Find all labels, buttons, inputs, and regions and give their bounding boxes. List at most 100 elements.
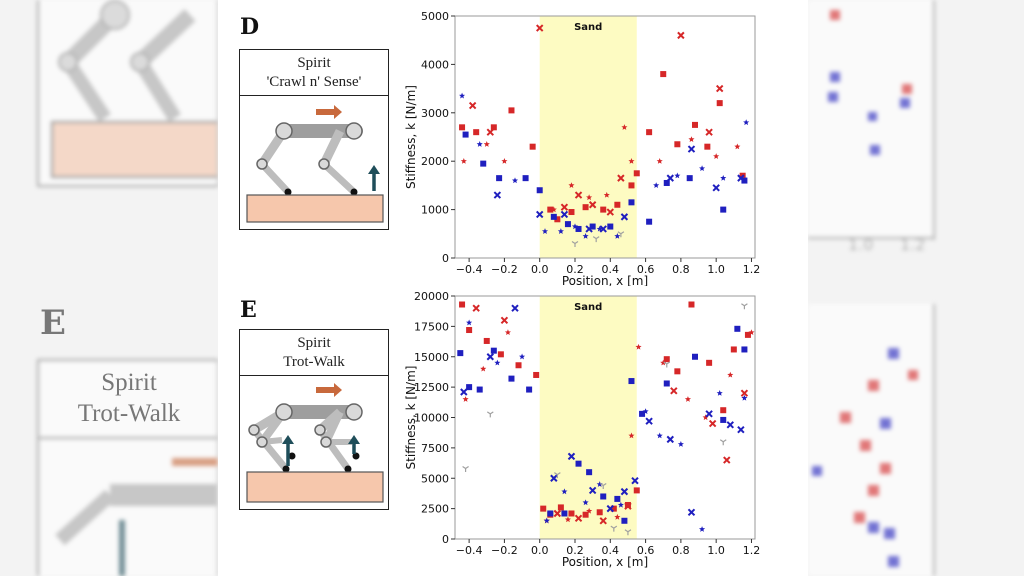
point-4-3 (585, 225, 593, 233)
point-4-8 (712, 184, 720, 192)
point-5-3 (541, 228, 549, 234)
point-6-5 (624, 529, 632, 536)
point-4-12 (705, 410, 713, 418)
point-4-7 (687, 145, 696, 153)
sand-region (539, 16, 637, 258)
point-2-2 (501, 158, 508, 164)
point-5-1 (476, 141, 483, 147)
point-0-4 (529, 143, 536, 150)
series-gray-tri (571, 231, 625, 247)
point-1-2 (535, 24, 544, 32)
point-2-7 (628, 432, 635, 439)
point-4-14 (737, 425, 745, 434)
svg-text:1.2: 1.2 (900, 235, 925, 254)
point-6-4 (610, 525, 618, 532)
point-5-9 (656, 432, 663, 439)
point-5-12 (716, 390, 723, 396)
point-0-8 (557, 504, 564, 511)
point-2-1 (480, 365, 487, 372)
x-tick-label-4: 0.4 (602, 544, 620, 557)
point-1-4 (599, 517, 607, 525)
point-3-6 (547, 510, 554, 517)
background-left-blurred: E Spirit Trot-Walk (0, 0, 218, 576)
x-tick-label-5: 0.6 (637, 544, 655, 557)
point-0-17 (688, 301, 695, 308)
point-0-13 (646, 129, 653, 136)
point-3-2 (476, 386, 483, 393)
point-2-1 (483, 141, 490, 147)
x-tick-label-5: 0.6 (637, 263, 655, 276)
point-6-6 (663, 361, 671, 368)
point-3-16 (692, 353, 698, 360)
y-tick-label-8: 20000 (414, 290, 449, 303)
point-0-9 (568, 510, 575, 517)
point-0-17 (704, 143, 711, 150)
point-3-10 (628, 199, 635, 206)
point-3-19 (741, 346, 748, 353)
point-3-5 (550, 213, 557, 220)
point-3-11 (614, 495, 621, 502)
point-1-4 (574, 191, 583, 199)
point-2-5 (586, 194, 593, 201)
point-2-11 (702, 414, 709, 421)
stiffness-chart-d: Sand −0.4 −0.2 0.0 0.2 0.4 0.6 0.8 1.0 1.2 0 1000 20… (404, 10, 760, 286)
point-6-8 (741, 303, 748, 310)
point-1-1 (486, 128, 495, 136)
point-1-0 (468, 101, 477, 110)
point-0-21 (744, 331, 751, 338)
plot-frame (454, 15, 756, 259)
y-tick-label-2: 2000 (421, 155, 449, 168)
ground-block (246, 194, 384, 223)
point-4-1 (486, 353, 495, 361)
point-3-0 (457, 350, 464, 357)
point-4-0 (460, 388, 468, 396)
point-0-4 (515, 362, 522, 369)
y-tick-label-3: 7500 (421, 442, 449, 455)
point-3-9 (607, 223, 614, 230)
point-5-4 (557, 228, 564, 234)
point-5-3 (543, 517, 550, 524)
point-2-10 (688, 136, 695, 143)
y-tick-label-2: 5000 (421, 472, 449, 485)
sand-region (539, 296, 637, 539)
series-red-star (460, 124, 741, 213)
point-0-6 (554, 216, 561, 223)
point-2-0 (462, 396, 469, 402)
y-axis-label: Stiffness, k [N/m] (404, 366, 418, 470)
series-gray-tri (462, 303, 748, 536)
point-4-5 (588, 486, 597, 495)
point-3-10 (600, 493, 607, 500)
stiffness-chart-e: Sand −0.4 −0.2 0.0 0.2 0.4 0.6 0.8 1.0 1.2 0 2500 50… (404, 290, 760, 569)
point-4-1 (535, 210, 544, 219)
series-blue-x (460, 304, 745, 516)
point-6-2 (617, 231, 625, 238)
trot-robot-illustration (246, 383, 384, 503)
point-1-3 (560, 203, 569, 211)
point-3-4 (536, 187, 543, 194)
point-4-0 (493, 191, 502, 199)
point-1-9 (740, 389, 749, 397)
point-2-13 (748, 329, 755, 336)
point-5-0 (459, 92, 466, 99)
x-tick-label-3: 0.2 (566, 263, 584, 276)
x-tick-label-7: 1.0 (707, 263, 725, 276)
point-1-3 (574, 514, 583, 523)
forward-arrow-icon (316, 105, 342, 119)
x-tick-label-7: 1.0 (707, 544, 725, 557)
series-red-x (468, 24, 724, 216)
point-1-8 (677, 31, 685, 40)
sand-region-label: Sand (574, 22, 602, 33)
point-5-13 (741, 394, 748, 401)
point-0-2 (490, 124, 497, 131)
point-2-11 (713, 153, 720, 159)
point-1-8 (723, 456, 731, 464)
y-tick-label-0: 0 (442, 533, 449, 546)
point-1-6 (670, 387, 678, 395)
point-3-13 (686, 175, 693, 182)
y-tick-label-4: 10000 (414, 412, 449, 425)
point-2-6 (603, 191, 610, 198)
point-3-14 (639, 410, 646, 417)
point-0-9 (600, 206, 607, 213)
point-0-16 (692, 121, 698, 128)
background-panel-title: Spirit Trot-Walk (40, 367, 218, 429)
